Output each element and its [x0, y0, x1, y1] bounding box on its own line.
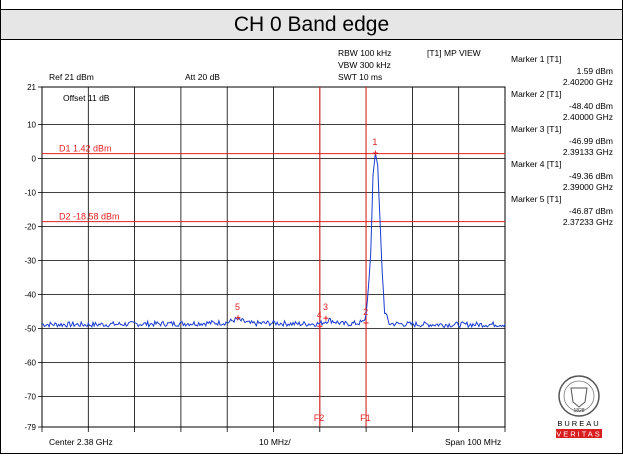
bureau-veritas-logo: 1828 BUREAU VERITAS — [556, 375, 602, 439]
y-tick-labels: 21 10 0 -10 -20 -30 -40 -50 -60 -70 -79 — [24, 83, 36, 432]
y-tick-label: -60 — [24, 358, 36, 367]
y-tick-label: -30 — [24, 256, 36, 265]
view-text: [T1] MP VIEW — [427, 48, 481, 58]
vbw-text: VBW 300 kHz — [338, 60, 391, 70]
marker-3-label: Marker 3 [T1] — [511, 124, 562, 134]
y-tick-label: -70 — [24, 392, 36, 401]
chart-title: CH 0 Band edge — [233, 13, 390, 36]
logo-seal-inner-ring — [563, 380, 595, 412]
spectrum-chart: RBW 100 kHz VBW 300 kHz SWT 10 ms [T1] M… — [24, 48, 613, 447]
y-tick-label: -20 — [24, 222, 36, 231]
d1-limit-label: D1 1.42 dBm — [59, 144, 112, 154]
marker-number-label: 3 — [323, 302, 328, 312]
f1-frequency-label: F1 — [360, 413, 371, 423]
marker-number-label: 4 — [317, 310, 322, 320]
top-strip — [0, 0, 623, 10]
marker-4-freq: 2.39000 GHz — [563, 182, 613, 192]
plot-frame: RBW 100 kHz VBW 300 kHz SWT 10 ms [T1] M… — [0, 40, 623, 454]
spectrum-trace — [41, 152, 506, 329]
logo-red-band — [556, 429, 602, 438]
marker-number-label: 5 — [235, 302, 240, 312]
y-tick-label: 21 — [27, 83, 36, 92]
span-text: Span 100 MHz — [445, 437, 501, 447]
marker-1-freq: 2.40200 GHz — [563, 77, 613, 87]
y-tick-label: -50 — [24, 324, 36, 333]
grid-lines — [38, 86, 505, 428]
plot-markers: 1 2 34 5 — [235, 137, 378, 329]
marker-3-freq: 2.39133 GHz — [563, 147, 613, 157]
logo-shield-icon — [570, 387, 588, 408]
division-text: 10 MHz/ — [259, 437, 291, 447]
marker-3-value: -46.99 dBm — [569, 136, 613, 146]
marker-4-value: -49.36 dBm — [569, 171, 613, 181]
marker-4-label: Marker 4 [T1] — [511, 159, 562, 169]
marker-number-label: 2 — [363, 307, 368, 317]
marker-2-label: Marker 2 [T1] — [511, 89, 562, 99]
d2-limit-label: D2 -18.58 dBm — [59, 212, 120, 222]
marker-number-label: 1 — [372, 137, 377, 147]
y-tick-label: -10 — [24, 188, 36, 197]
swt-text: SWT 10 ms — [338, 72, 382, 82]
center-frequency-text: Center 2.38 GHz — [49, 437, 113, 447]
logo-seal-icon — [558, 375, 600, 417]
y-tick-label: -40 — [24, 290, 36, 299]
logo-word-bureau: BUREAU — [557, 419, 600, 428]
logo-year: 1828 — [573, 408, 584, 414]
x-ticks — [41, 427, 506, 432]
logo-word-veritas: VERITAS — [556, 430, 602, 439]
f2-frequency-label: F2 — [314, 413, 325, 423]
ref-level-text: Ref 21 dBm — [49, 72, 94, 82]
marker-table: Marker 1 [T1] 1.59 dBm 2.40200 GHz Marke… — [511, 54, 613, 227]
marker-1-value: 1.59 dBm — [577, 66, 613, 76]
marker-5-value: -46.87 dBm — [569, 206, 613, 216]
rbw-text: RBW 100 kHz — [338, 48, 391, 58]
marker-2-value: -48.40 dBm — [569, 101, 613, 111]
y-tick-label: 10 — [27, 120, 36, 129]
marker-2-freq: 2.40000 GHz — [563, 112, 613, 122]
y-tick-label: -79 — [24, 423, 36, 432]
marker-1-label: Marker 1 [T1] — [511, 54, 562, 64]
y-tick-label: 0 — [32, 154, 37, 163]
title-bar: CH 0 Band edge — [0, 10, 623, 40]
marker-5-freq: 2.37233 GHz — [563, 217, 613, 227]
attenuation-text: Att 20 dB — [185, 72, 220, 82]
offset-text: Offset 11 dB — [63, 93, 110, 103]
marker-5-label: Marker 5 [T1] — [511, 194, 562, 204]
